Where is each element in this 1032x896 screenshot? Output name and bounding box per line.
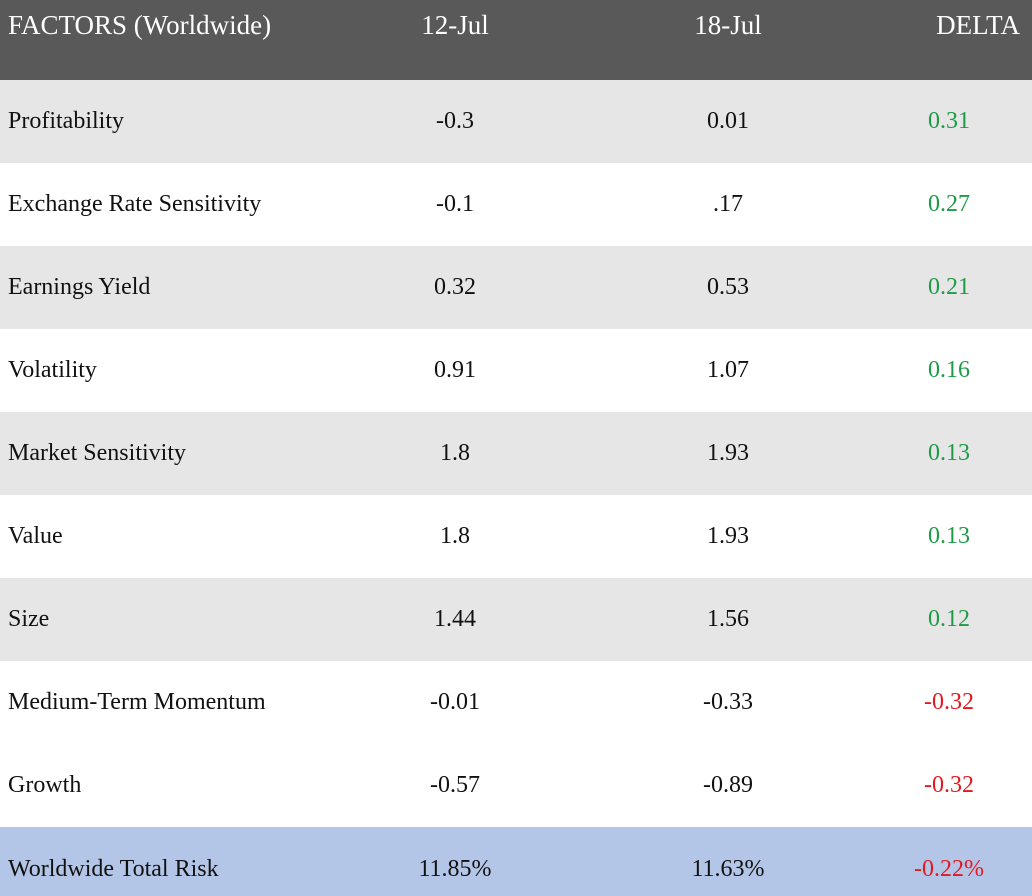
delta-value: 0.13	[928, 440, 970, 466]
factor-name: Size	[8, 606, 50, 632]
total-row: Worldwide Total Risk 11.85% 11.63% -0.22…	[0, 827, 1032, 896]
factor-name: Profitability	[8, 108, 124, 134]
value-18-jul: 1.56	[707, 606, 749, 632]
total-18-jul: 11.63%	[691, 856, 765, 882]
table-row: Size 1.44 1.56 0.12	[0, 578, 1032, 661]
factor-name: Medium-Term Momentum	[8, 689, 266, 715]
delta-value: -0.32	[924, 772, 974, 798]
value-12-jul: 1.8	[440, 440, 470, 466]
factor-name: Volatility	[8, 357, 97, 383]
value-12-jul: -0.3	[436, 108, 474, 134]
value-18-jul: 1.07	[707, 357, 749, 383]
table-header: FACTORS (Worldwide) 12-Jul 18-Jul DELTA	[0, 0, 1032, 80]
header-delta: DELTA	[936, 10, 1020, 40]
value-18-jul: 0.01	[707, 108, 749, 134]
table-row: Earnings Yield 0.32 0.53 0.21	[0, 246, 1032, 329]
factor-name: Earnings Yield	[8, 274, 151, 300]
factor-name: Growth	[8, 772, 82, 798]
delta-value: 0.16	[928, 357, 970, 383]
value-18-jul: -0.89	[703, 772, 753, 798]
value-12-jul: 1.8	[440, 523, 470, 549]
table-row: Growth -0.57 -0.89 -0.32	[0, 744, 1032, 827]
table-row: Profitability -0.3 0.01 0.31	[0, 80, 1032, 163]
value-12-jul: -0.01	[430, 689, 480, 715]
value-12-jul: 1.44	[434, 606, 476, 632]
table-row: Market Sensitivity 1.8 1.93 0.13	[0, 412, 1032, 495]
value-18-jul: 0.53	[707, 274, 749, 300]
factor-name: Market Sensitivity	[8, 440, 186, 466]
header-date-12-jul: 12-Jul	[421, 10, 489, 40]
value-12-jul: 0.91	[434, 357, 476, 383]
value-18-jul: 1.93	[707, 523, 749, 549]
delta-value: 0.31	[928, 108, 970, 134]
delta-value: 0.13	[928, 523, 970, 549]
table-row: Exchange Rate Sensitivity -0.1 .17 0.27	[0, 163, 1032, 246]
value-18-jul: .17	[713, 191, 743, 217]
factor-name: Exchange Rate Sensitivity	[8, 191, 262, 217]
factor-name: Value	[8, 523, 63, 549]
header-date-18-jul: 18-Jul	[694, 10, 762, 40]
total-delta: -0.22%	[914, 856, 984, 882]
value-18-jul: 1.93	[707, 440, 749, 466]
total-12-jul: 11.85%	[418, 856, 492, 882]
value-12-jul: -0.57	[430, 772, 480, 798]
value-18-jul: -0.33	[703, 689, 753, 715]
delta-value: -0.32	[924, 689, 974, 715]
table-row: Value 1.8 1.93 0.13	[0, 495, 1032, 578]
header-factors: FACTORS (Worldwide)	[8, 10, 272, 40]
value-12-jul: 0.32	[434, 274, 476, 300]
value-12-jul: -0.1	[436, 191, 474, 217]
table-row: Medium-Term Momentum -0.01 -0.33 -0.32	[0, 661, 1032, 744]
delta-value: 0.21	[928, 274, 970, 300]
total-label: Worldwide Total Risk	[8, 856, 219, 882]
delta-value: 0.27	[928, 191, 970, 217]
table-row: Volatility 0.91 1.07 0.16	[0, 329, 1032, 412]
delta-value: 0.12	[928, 606, 970, 632]
